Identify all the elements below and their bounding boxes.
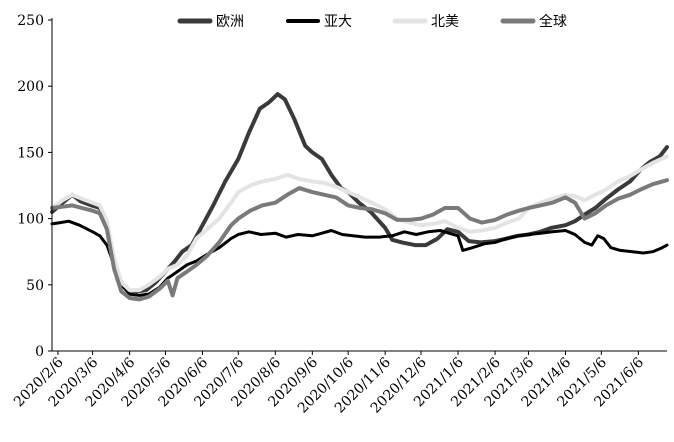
legend: 欧洲 亚大 北美 全球: [177, 13, 567, 30]
y-tick-label: 50: [26, 278, 44, 294]
y-tick-label: 0: [35, 344, 44, 360]
y-tick-label: 200: [17, 79, 44, 95]
legend-label: 亚大: [324, 14, 352, 30]
y-tick-label: 100: [17, 212, 44, 228]
legend-item: 全球: [500, 13, 567, 30]
legend-item: 欧洲: [177, 14, 244, 30]
series-layer: [50, 92, 669, 302]
axes-layer: 0501001502002502020/2/62020/3/62020/4/62…: [11, 13, 667, 417]
legend-label: 欧洲: [216, 14, 244, 30]
legend-label: 北美: [431, 14, 459, 30]
series-line-3: [50, 178, 669, 302]
y-tick-label: 150: [17, 145, 44, 161]
series-line-0: [50, 92, 669, 294]
series-line-1: [50, 219, 669, 297]
legend-item: 北美: [392, 14, 459, 30]
y-tick-label: 250: [17, 13, 44, 29]
legend-label: 全球: [539, 13, 567, 30]
series-line-2: [50, 154, 669, 293]
legend-item: 亚大: [286, 14, 352, 30]
